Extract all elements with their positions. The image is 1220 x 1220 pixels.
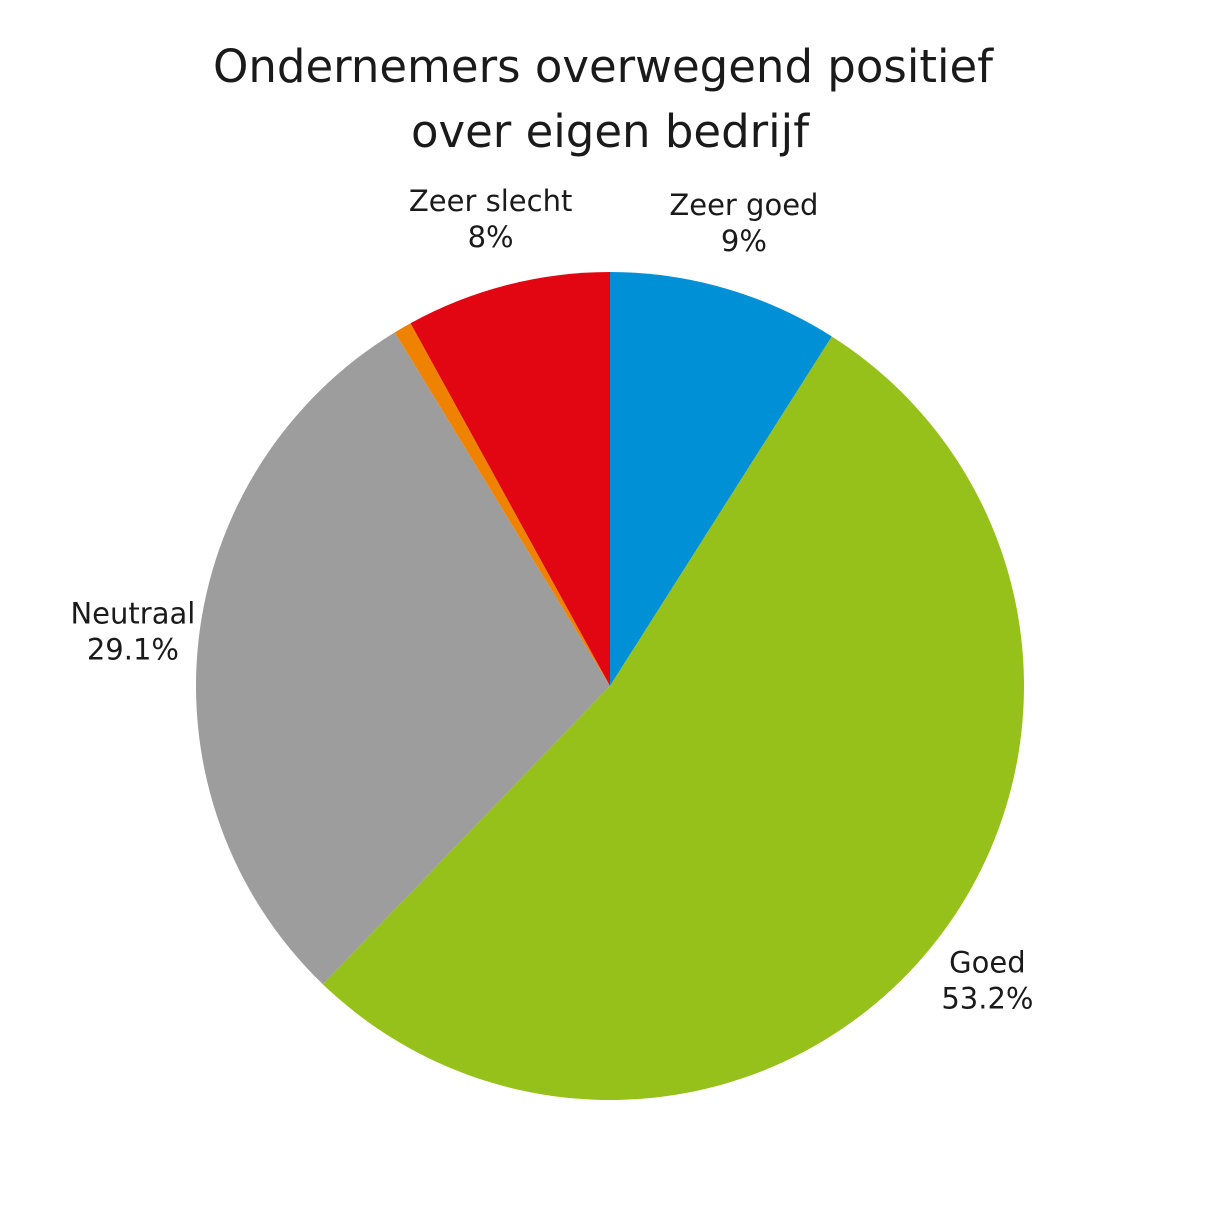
pie-slice <box>394 323 610 686</box>
slice-label: Zeer slecht <box>409 184 572 218</box>
pie-slice <box>410 272 610 686</box>
slice-label: Neutraal <box>70 596 195 630</box>
value-label: 9% <box>721 224 767 258</box>
pie-slice <box>195 332 610 985</box>
slice-label: Goed <box>949 946 1025 980</box>
value-label: 8% <box>468 220 514 254</box>
slice-label: Zeer goed <box>669 188 818 222</box>
value-label: 53.2% <box>941 982 1033 1016</box>
chart-title: over eigen bedrijf <box>411 105 810 158</box>
chart-title: Ondernemers overwegend positief <box>213 40 994 93</box>
pie-slice <box>322 336 1025 1101</box>
pie-slice <box>610 272 832 686</box>
value-label: 29.1% <box>87 632 179 666</box>
